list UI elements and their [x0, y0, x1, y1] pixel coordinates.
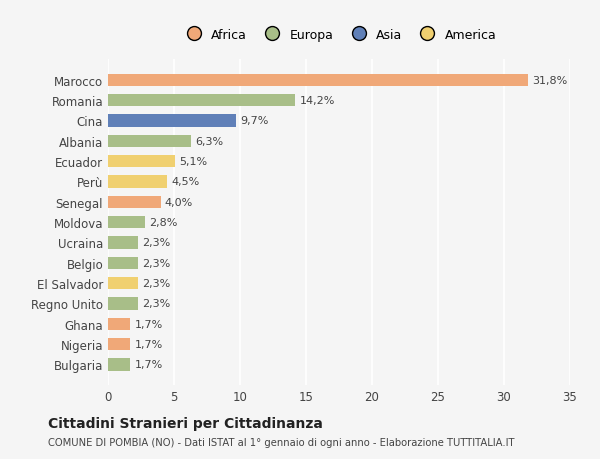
Bar	[108, 115, 236, 127]
Bar	[108, 318, 130, 330]
Text: 4,5%: 4,5%	[172, 177, 200, 187]
Bar	[108, 156, 175, 168]
Legend: Africa, Europa, Asia, America: Africa, Europa, Asia, America	[176, 23, 502, 46]
Text: 2,8%: 2,8%	[149, 218, 177, 228]
Text: 1,7%: 1,7%	[134, 319, 163, 329]
Bar	[108, 95, 295, 107]
Text: 9,7%: 9,7%	[240, 116, 268, 126]
Text: 1,7%: 1,7%	[134, 339, 163, 349]
Text: 2,3%: 2,3%	[142, 279, 170, 288]
Bar	[108, 358, 130, 371]
Bar	[108, 217, 145, 229]
Bar	[108, 74, 528, 87]
Text: 2,3%: 2,3%	[142, 299, 170, 309]
Bar	[108, 257, 139, 269]
Bar	[108, 277, 139, 290]
Text: COMUNE DI POMBIA (NO) - Dati ISTAT al 1° gennaio di ogni anno - Elaborazione TUT: COMUNE DI POMBIA (NO) - Dati ISTAT al 1°…	[48, 437, 515, 447]
Bar	[108, 196, 161, 208]
Bar	[108, 237, 139, 249]
Text: 2,3%: 2,3%	[142, 238, 170, 248]
Text: 6,3%: 6,3%	[195, 136, 223, 146]
Bar	[108, 338, 130, 351]
Text: Cittadini Stranieri per Cittadinanza: Cittadini Stranieri per Cittadinanza	[48, 416, 323, 430]
Text: 4,0%: 4,0%	[165, 197, 193, 207]
Bar	[108, 176, 167, 188]
Bar	[108, 298, 139, 310]
Text: 31,8%: 31,8%	[532, 76, 567, 85]
Text: 2,3%: 2,3%	[142, 258, 170, 268]
Text: 14,2%: 14,2%	[299, 96, 335, 106]
Text: 5,1%: 5,1%	[179, 157, 208, 167]
Text: 1,7%: 1,7%	[134, 360, 163, 369]
Bar	[108, 135, 191, 147]
